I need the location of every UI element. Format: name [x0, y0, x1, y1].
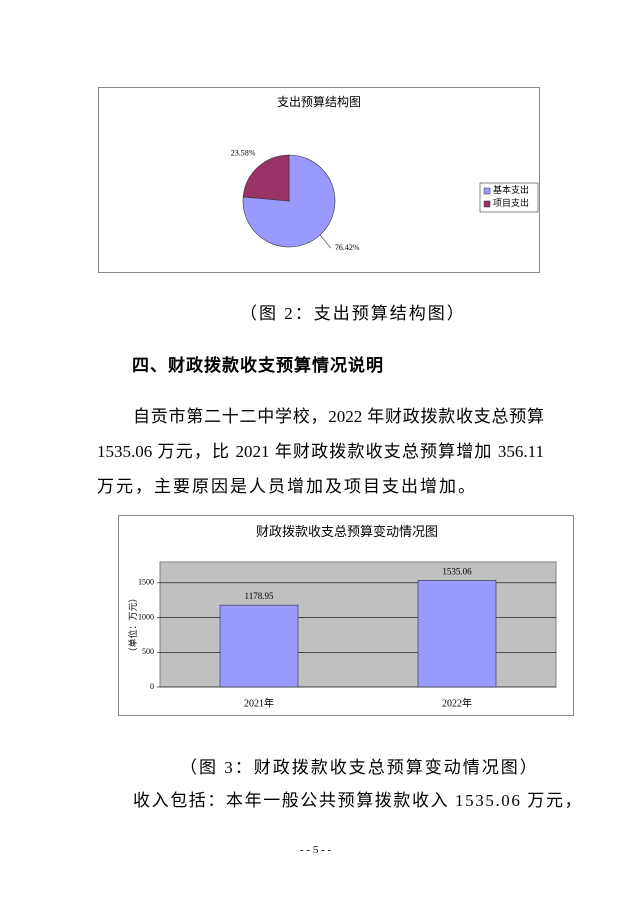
paragraph-line: 1535.06 万元，比 2021 年财政拨款收支总预算增加 356.11 — [97, 442, 544, 461]
leader-line — [319, 234, 332, 249]
paragraph-line: 万元，主要原因是人员增加及项目支出增加。 — [97, 477, 477, 496]
x-tick-label: 2021年 — [244, 696, 274, 709]
y-tick-label: 1500 — [138, 578, 154, 587]
data-label: 1178.95 — [245, 591, 274, 601]
bar — [219, 604, 299, 688]
legend-swatch — [483, 200, 491, 208]
chart-title: 财政拨款收支总预算变动情况图 — [256, 524, 438, 539]
heading: 四、财政拨款收支预算情况说明 — [132, 356, 384, 375]
legend-label: 项目支出 — [493, 197, 529, 208]
bar — [417, 580, 497, 688]
plot-area — [159, 561, 557, 688]
data-label: 1535.06 — [442, 566, 472, 576]
y-tick-label: 1000 — [138, 612, 154, 621]
chart-title: 支出预算结构图 — [277, 94, 361, 109]
legend-label: 基本支出 — [493, 184, 529, 195]
legend-swatch — [483, 187, 491, 195]
y-axis-label: （单位：万元） — [127, 593, 138, 656]
paragraph-line: 自贡市第二十二中学校，2022 年财政拨款收支总预算 — [133, 407, 544, 426]
page-number: - - 5 - - — [300, 844, 332, 856]
y-tick-label: 0 — [150, 682, 154, 691]
x-tick-label: 2022年 — [442, 696, 472, 709]
bar-chart: 财政拨款收支总预算变动情况图 （单位：万元） 0 500 1000 1500 1178.… — [118, 515, 574, 716]
paragraph-line: 收入包括：本年一般公共预算拨款收入 1535.06 万元， — [133, 791, 584, 810]
caption: （图 2：支出预算结构图） — [240, 304, 466, 323]
pie-slice — [242, 154, 290, 202]
caption: （图 3：财政拨款收支总预算变动情况图） — [180, 758, 539, 777]
data-label: 23.58% — [231, 149, 256, 158]
y-tick-label: 500 — [142, 647, 154, 656]
data-label: 76.42% — [335, 243, 360, 252]
